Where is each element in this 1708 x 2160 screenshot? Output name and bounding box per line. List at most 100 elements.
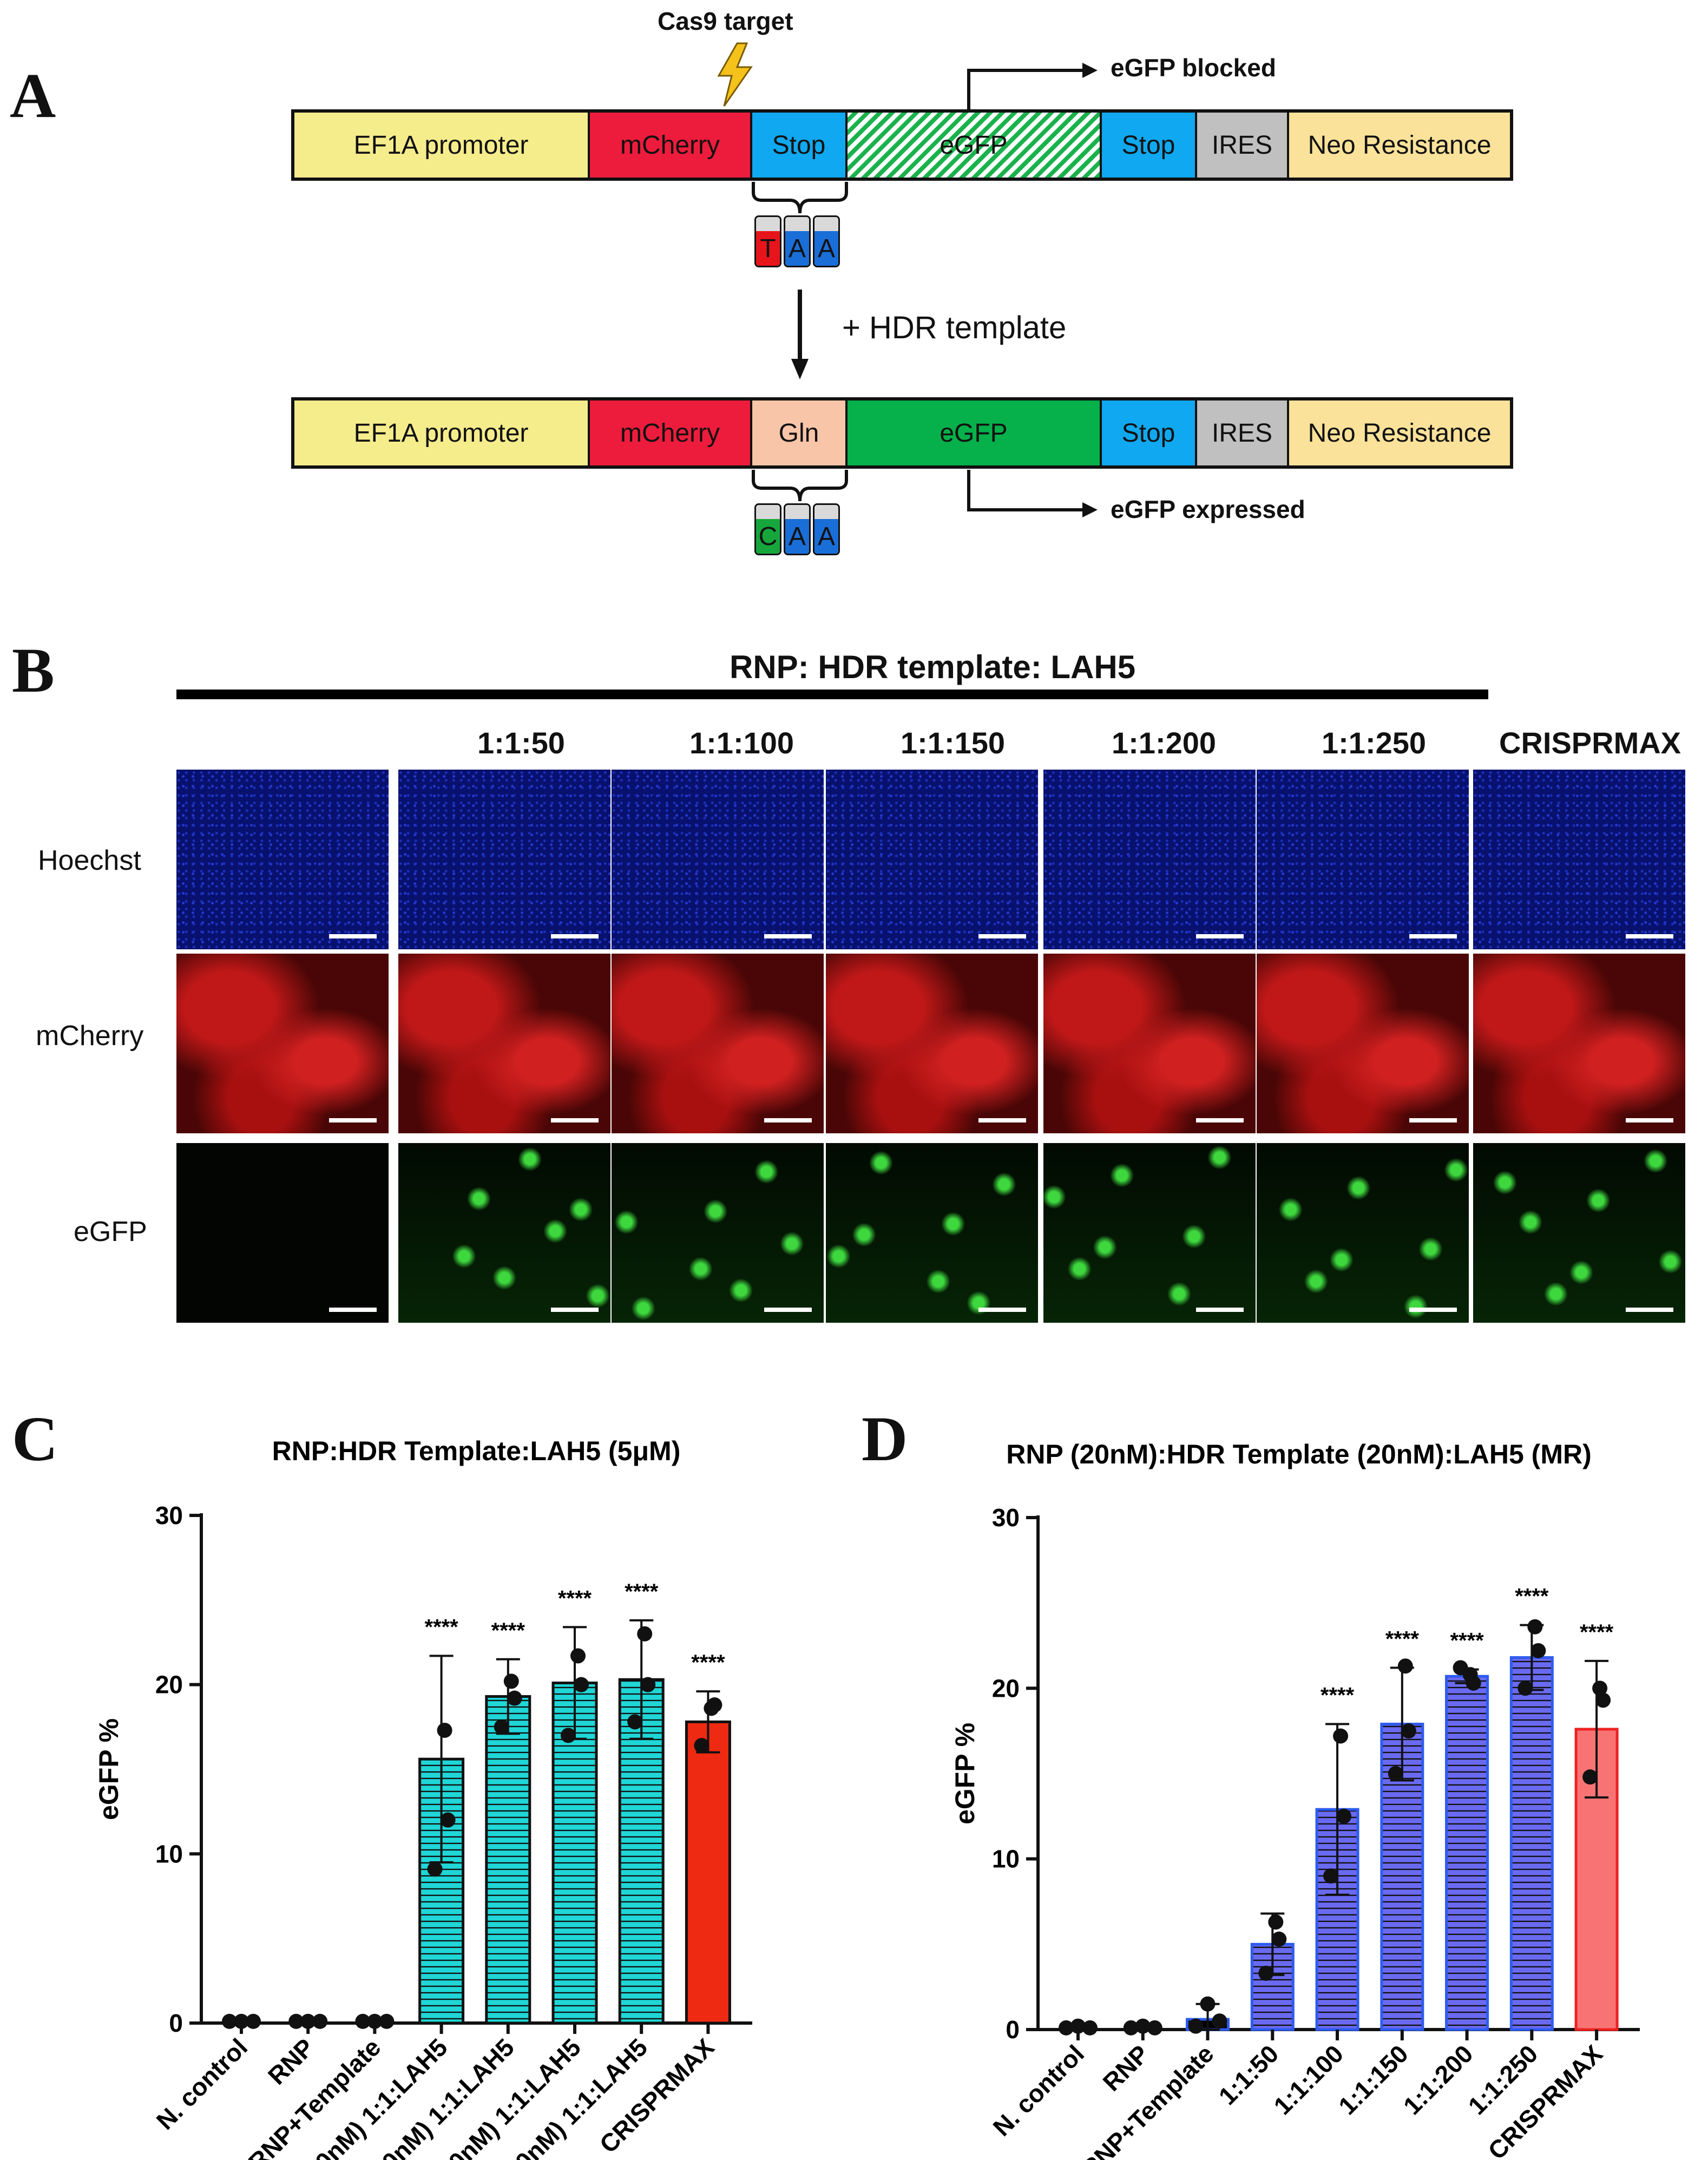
top-codon-nt-1: A (784, 215, 811, 267)
data-point (1466, 1675, 1481, 1691)
top-codon-nt-letter: A (814, 231, 838, 266)
bottom-seg-4: Stop (1102, 401, 1197, 465)
micrograph-hoechst-0 (176, 770, 389, 949)
top-codon-nt-2: A (813, 215, 840, 267)
micrograph-mcherry-3 (826, 954, 1038, 1133)
y-tick-label: 20 (155, 1671, 183, 1699)
micrograph-mcherry-4 (1043, 954, 1256, 1133)
micrograph-mcherry-5 (1257, 954, 1469, 1133)
data-point (1188, 2018, 1204, 2034)
data-point (707, 1697, 722, 1713)
bar-hatch (1511, 1657, 1553, 2030)
column-label: 1:1:200 (1112, 726, 1217, 760)
row-label-hoechst: Hoechst (38, 845, 141, 876)
top-construct: EF1A promoter mCherry Stop eGFP Stop IRE… (291, 109, 1513, 181)
data-point (694, 1738, 710, 1754)
bottom-seg-6: Neo Resistance (1289, 401, 1510, 465)
x-tick-label: RNP (262, 2033, 319, 2090)
data-point (440, 1812, 456, 1828)
data-point (1135, 2018, 1151, 2034)
y-tick-label: 30 (155, 1501, 183, 1529)
micrograph-hoechst-1 (398, 770, 610, 949)
data-point (1592, 1680, 1608, 1696)
data-point (1397, 1658, 1413, 1674)
bottom-seg-3: eGFP (848, 401, 1102, 465)
panel-b-header: RNP: HDR template: LAH5 (730, 649, 1136, 685)
micrograph-mcherry-2 (612, 954, 824, 1133)
scale-bar (329, 1118, 377, 1122)
scale-bar (1409, 1118, 1457, 1122)
x-tick-label: N. control (151, 2033, 253, 2135)
micrograph-egfp-2 (612, 1143, 824, 1323)
top-seg-1: mCherry (590, 113, 752, 178)
top-brace (752, 182, 848, 214)
significance-label: **** (1385, 1627, 1420, 1651)
y-axis-label: eGFP % (950, 1723, 980, 1824)
bar-hatch (1446, 1676, 1488, 2030)
y-tick-label: 20 (992, 1674, 1020, 1702)
column-label: 1:1:150 (901, 726, 1006, 760)
scale-bar (764, 934, 812, 938)
top-seg-3: eGFP (848, 113, 1102, 178)
bottom-seg-5: IRES (1197, 401, 1289, 465)
expressed-arrow (967, 470, 1098, 517)
data-point (1453, 1660, 1468, 1676)
data-point (637, 1626, 653, 1642)
significance-label: **** (1515, 1585, 1549, 1608)
data-point (1323, 1868, 1339, 1884)
data-point (1082, 2020, 1098, 2036)
data-point (427, 1861, 443, 1877)
scale-bar (764, 1308, 812, 1312)
scale-bar (329, 1308, 377, 1312)
data-point (1258, 1965, 1274, 1981)
micrograph-hoechst-4 (1043, 770, 1256, 949)
bar-hatch (486, 1696, 530, 2023)
panel-c-label: C (12, 1403, 58, 1474)
chart-d: RNP (20nM):HDR Template (20nM):LAH5 (MR)… (950, 1439, 1640, 2160)
bottom-seg-2: Gln (752, 401, 848, 465)
top-seg-5: IRES (1197, 113, 1289, 178)
down-arrow (791, 290, 809, 379)
data-point (1147, 2020, 1162, 2036)
micrograph-egfp-5 (1257, 1143, 1469, 1323)
scale-bar (551, 1308, 599, 1312)
top-seg-0: EF1A promoter (294, 113, 590, 178)
data-point (1530, 1643, 1546, 1658)
micrograph-hoechst-3 (826, 770, 1038, 949)
data-point (379, 2013, 395, 2029)
micrograph-hoechst-2 (612, 770, 824, 949)
data-point (312, 2013, 328, 2029)
data-point (1123, 2020, 1139, 2036)
panel-a-label: A (10, 60, 56, 131)
scale-bar (978, 1118, 1026, 1122)
x-tick-label: 1:1:150 (1333, 2039, 1414, 2120)
x-tick-label: N. control (988, 2039, 1090, 2142)
micrograph-mcherry-0 (176, 954, 389, 1133)
micrograph-egfp-0 (176, 1143, 389, 1323)
data-point (627, 1714, 643, 1730)
egfp-blocked-label: eGFP blocked (1111, 54, 1276, 82)
top-seg-4: Stop (1102, 113, 1197, 178)
scale-bar (1626, 934, 1673, 938)
scale-bar (978, 1308, 1026, 1312)
micrograph-egfp-1 (398, 1143, 610, 1323)
bottom-codon-nt-0: C (754, 503, 781, 555)
y-tick-label: 10 (992, 1845, 1020, 1873)
data-point (1582, 1769, 1598, 1785)
bottom-codon-nt-letter: A (785, 519, 809, 554)
top-codon-nt-0: T (754, 215, 781, 267)
cas9-target-label: Cas9 target (658, 7, 793, 35)
panel-b-label: B (12, 635, 55, 706)
data-point (1200, 1996, 1216, 2012)
data-point (1271, 1931, 1287, 1947)
y-axis-label: eGFP % (94, 1718, 124, 1820)
data-point (1518, 1680, 1533, 1696)
data-point (1527, 1619, 1543, 1634)
bottom-codon-nt-letter: C (756, 519, 780, 554)
micrograph-hoechst-5 (1257, 770, 1469, 949)
significance-label: **** (1580, 1620, 1614, 1644)
scale-bar (1626, 1118, 1673, 1122)
significance-label: **** (691, 1651, 725, 1675)
data-point (1333, 1728, 1349, 1744)
